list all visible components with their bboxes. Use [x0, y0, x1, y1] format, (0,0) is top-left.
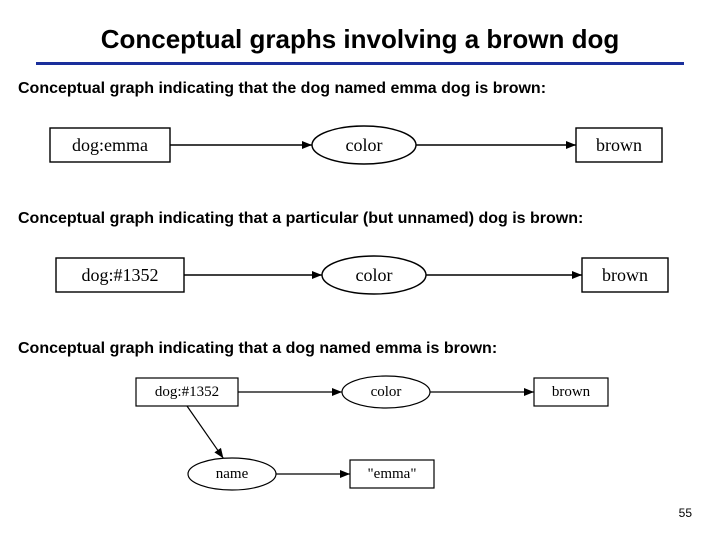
diagram-1: dog:emma color brown	[36, 110, 676, 180]
node-label: name	[216, 466, 249, 482]
slide: { "title": { "text": "Conceptual graphs …	[0, 0, 720, 540]
arrowhead-icon	[302, 141, 312, 149]
node-label: dog:#1352	[81, 265, 158, 285]
node-label: brown	[596, 135, 642, 155]
node-label: "emma"	[368, 466, 417, 482]
caption-2: Conceptual graph indicating that a parti…	[18, 210, 583, 228]
node-label: color	[356, 265, 393, 285]
node-label: brown	[602, 265, 648, 285]
node-label: brown	[552, 384, 591, 400]
node-label: dog:#1352	[155, 384, 219, 400]
arrowhead-icon	[332, 388, 342, 396]
diagram-2: dog:#1352 color brown	[36, 240, 676, 310]
arrowhead-icon	[214, 448, 223, 458]
caption-3: Conceptual graph indicating that a dog n…	[18, 340, 497, 358]
node-label: color	[346, 135, 383, 155]
arrowhead-icon	[312, 271, 322, 279]
slide-title: Conceptual graphs involving a brown dog	[0, 24, 720, 55]
diagram-3: dog:#1352 color brown name "emma"	[90, 370, 650, 500]
caption-1: Conceptual graph indicating that the dog…	[18, 80, 546, 98]
arrowhead-icon	[524, 388, 534, 396]
node-label: dog:emma	[72, 135, 148, 155]
conceptual-graph: dog:#1352 color brown	[36, 240, 676, 310]
node-label: color	[371, 384, 402, 400]
arrowhead-icon	[340, 470, 350, 478]
arrowhead-icon	[566, 141, 576, 149]
conceptual-graph: dog:#1352 color brown name "emma"	[90, 370, 650, 500]
title-underline	[36, 62, 684, 65]
conceptual-graph: dog:emma color brown	[36, 110, 676, 180]
arrowhead-icon	[572, 271, 582, 279]
page-number: 55	[679, 506, 692, 520]
